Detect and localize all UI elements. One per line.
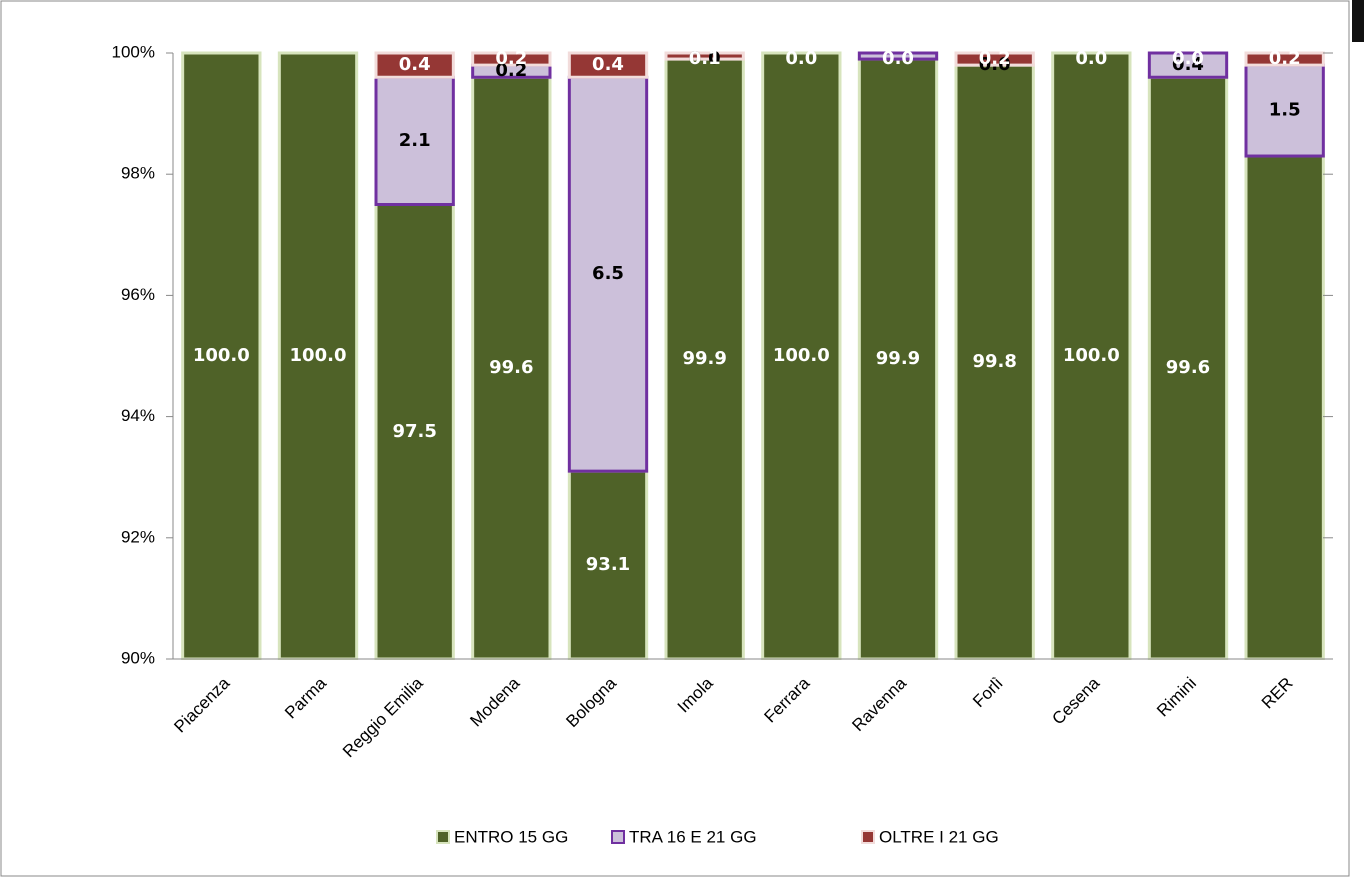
- bar-segment: [664, 51, 745, 61]
- corner-block: [1352, 0, 1364, 42]
- bar-segment: [374, 203, 455, 660]
- value-label: 99.6: [1166, 357, 1210, 378]
- value-label: 100.0: [1063, 345, 1120, 366]
- value-label: 0.4: [592, 54, 624, 75]
- y-tick-label: 94%: [121, 406, 155, 425]
- value-label: 0.0: [1172, 48, 1204, 69]
- legend-label: ENTRO 15 GG: [454, 827, 568, 846]
- bar-segment: [664, 57, 745, 660]
- value-label: 0.2: [1269, 48, 1301, 69]
- value-label: 99.9: [682, 348, 726, 369]
- value-label: 0.0: [882, 48, 914, 69]
- legend-label: TRA 16 E 21 GG: [629, 827, 757, 846]
- value-label: 93.1: [586, 554, 630, 575]
- bar-segment: [374, 75, 455, 206]
- legend-swatch: [436, 830, 450, 844]
- bar-segment: [1244, 63, 1325, 158]
- value-label: 0.0: [979, 54, 1011, 75]
- bar-segment: [857, 57, 939, 660]
- y-tick-label: 96%: [121, 285, 155, 304]
- value-label: 6.5: [592, 263, 624, 284]
- legend-swatch: [861, 830, 875, 844]
- bar-segment: [954, 51, 1035, 67]
- bar-segment: [1051, 51, 1132, 660]
- value-label: 0.2: [495, 48, 527, 69]
- bar-segment: [567, 51, 649, 79]
- value-label: 0.4: [399, 54, 431, 75]
- y-tick-label: 90%: [121, 648, 155, 667]
- bar-segment: [567, 469, 649, 660]
- value-label: 0.4: [1172, 54, 1204, 75]
- y-tick-label: 98%: [121, 164, 155, 183]
- value-label: 100.0: [290, 345, 347, 366]
- value-label: 1.5: [1269, 100, 1301, 121]
- legend-swatch: [611, 830, 625, 844]
- bar-segment: [1147, 51, 1229, 79]
- bar-segment: [857, 51, 939, 61]
- value-label: 99.6: [489, 357, 533, 378]
- value-label: 99.9: [876, 348, 920, 369]
- bars: [181, 51, 1325, 660]
- bar-segment: [277, 51, 359, 660]
- value-label: 99.8: [972, 351, 1016, 372]
- value-label: 0.0: [689, 48, 721, 69]
- value-label: 100.0: [193, 345, 250, 366]
- value-label: 0.2: [495, 60, 527, 81]
- y-tick-label: 100%: [112, 42, 155, 61]
- bar-segment: [1147, 75, 1229, 660]
- bar-segment: [374, 51, 455, 79]
- bar-segment: [471, 51, 552, 67]
- bar-segment: [1244, 154, 1325, 660]
- value-label: 0.1: [689, 48, 721, 69]
- legend-label: OLTRE I 21 GG: [879, 827, 999, 846]
- value-label: 97.5: [392, 421, 436, 442]
- bar-segment: [761, 51, 842, 660]
- value-label: 0.0: [1075, 48, 1107, 69]
- bar-segment: [1244, 51, 1325, 67]
- value-label: 0.2: [979, 48, 1011, 69]
- value-label: 0.0: [785, 48, 817, 69]
- value-label: 100.0: [773, 345, 830, 366]
- value-label: 2.1: [399, 130, 431, 151]
- bar-segment: [181, 51, 262, 660]
- bar-segment: [954, 63, 1035, 660]
- y-tick-label: 92%: [121, 527, 155, 546]
